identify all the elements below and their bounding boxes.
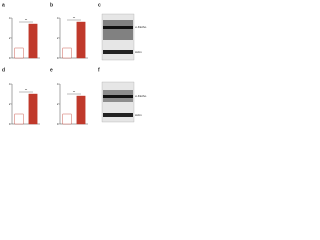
blot — [101, 13, 135, 61]
y-tick-label: 4 — [9, 82, 11, 86]
y-tick-label: 2 — [9, 102, 11, 106]
figure: a b c d e f α-Klotho Actin α-Klotho Acti… — [0, 0, 150, 133]
bar — [76, 21, 86, 59]
annotation: ** — [25, 88, 28, 92]
annotation: ** — [73, 16, 76, 20]
bar — [28, 93, 38, 125]
y-tick-label: 0 — [9, 56, 11, 60]
y-tick-label: 2 — [57, 102, 59, 106]
y-tick-label: 4 — [57, 82, 59, 86]
y-tick-label: 4 — [9, 16, 11, 20]
blot-label: α-Klotho — [135, 94, 147, 98]
panel-letter: d — [2, 67, 5, 73]
blot — [101, 81, 135, 123]
annotation: ** — [25, 18, 28, 22]
bar — [14, 113, 24, 125]
bar — [76, 95, 86, 125]
annotation: ** — [73, 90, 76, 94]
panel-letter: b — [50, 2, 53, 8]
blot-label: Actin — [135, 50, 142, 54]
y-tick-label: 2 — [9, 36, 11, 40]
panel-letter: e — [50, 67, 53, 73]
y-tick-label: 0 — [9, 122, 11, 126]
blot-label: α-Klotho — [135, 25, 147, 29]
panel-letter: a — [2, 2, 5, 8]
bar — [28, 23, 38, 59]
bar — [14, 47, 24, 59]
y-tick-label: 4 — [57, 16, 59, 20]
panel-letter: c — [98, 2, 101, 8]
panel-letter: f — [98, 67, 100, 73]
bar — [62, 47, 72, 59]
y-tick-label: 0 — [57, 56, 59, 60]
blot-label: Actin — [135, 113, 142, 117]
bar — [62, 113, 72, 125]
y-tick-label: 0 — [57, 122, 59, 126]
y-tick-label: 2 — [57, 36, 59, 40]
